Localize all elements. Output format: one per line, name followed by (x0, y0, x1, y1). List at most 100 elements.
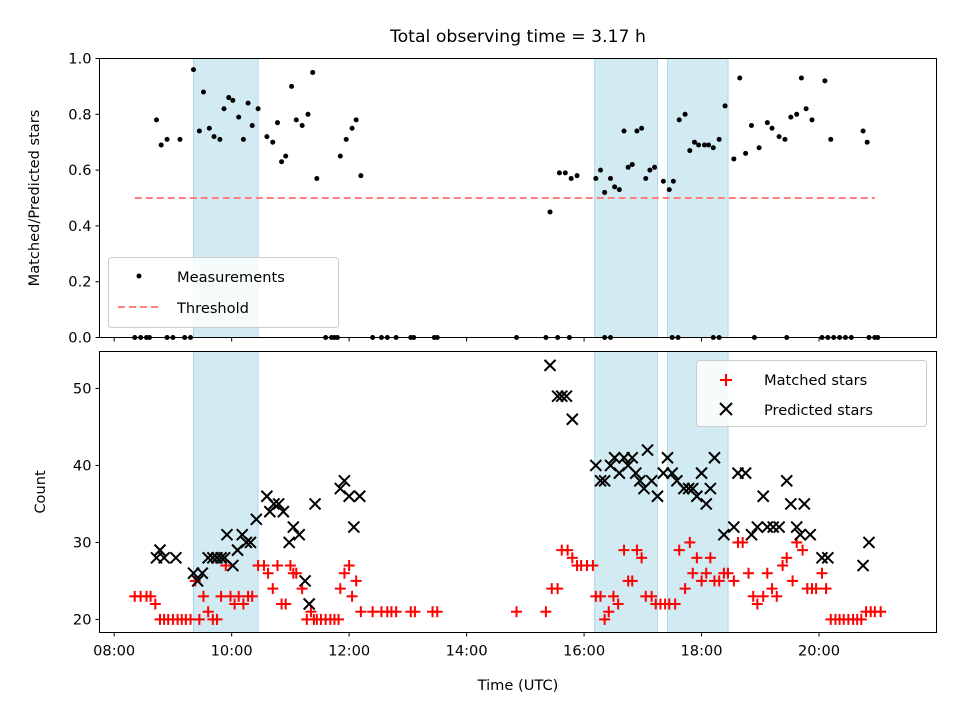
measurement-point (158, 142, 164, 148)
shaded-interval (192, 351, 259, 633)
y-tick-label: 0.8 (68, 106, 91, 123)
matched-star-point (409, 606, 421, 618)
predicted-star-point (543, 359, 557, 372)
measurement-point (598, 167, 604, 173)
predicted-star-point (641, 443, 654, 457)
matched-star-point (766, 583, 778, 595)
matched-star-point (696, 575, 708, 587)
predicted-star-point (798, 497, 811, 511)
measurement-point (289, 83, 295, 89)
x-arm (566, 413, 579, 426)
x-arm (302, 597, 316, 611)
matched-star-point (636, 552, 648, 564)
matched-star-point (797, 544, 809, 556)
bottom-subplot: 20 30 40 50 08:00 10:00 12:00 14:00 16:00 18:00 2… (32, 351, 937, 694)
matched-star-point (562, 544, 574, 556)
measurement-point (666, 187, 672, 193)
legend-measurements-label: Measurements (177, 269, 285, 286)
predicted-star-point (347, 520, 361, 534)
predicted-star-point (751, 520, 764, 534)
y-tick-label: 20 (73, 611, 92, 628)
measurement-point (164, 136, 170, 142)
predicted-star-point (780, 474, 793, 488)
predicted-star-point (240, 536, 253, 549)
x-arm (267, 497, 281, 511)
predicted-star-point (645, 474, 658, 488)
measurement-point (217, 136, 223, 142)
measurement-point (255, 106, 261, 112)
x-arm (201, 551, 215, 565)
matched-star-point (262, 567, 274, 579)
x-arm (169, 551, 183, 565)
predicted-star-point (560, 389, 573, 403)
measurement-point (676, 117, 682, 123)
matched-star-point (781, 552, 793, 564)
matched-star-point (145, 590, 157, 602)
x-arm (708, 451, 721, 464)
predicted-star-point (153, 543, 167, 557)
matched-star-point (599, 613, 611, 625)
x-arm (784, 497, 798, 511)
y-tick-label: 0.2 (68, 274, 91, 291)
measurement-point (283, 153, 289, 159)
x-arm (682, 482, 695, 495)
matched-star-point (684, 536, 696, 548)
matched-star-point (267, 583, 279, 595)
predicted-star-point (651, 490, 664, 503)
matched-star-point (761, 567, 773, 579)
predicted-star-point (727, 520, 741, 534)
predicted-star-point (272, 497, 285, 511)
matched-star-point (691, 552, 703, 564)
y-tick-label: 40 (73, 457, 92, 474)
measurement-point (737, 75, 743, 81)
matched-star-point (233, 590, 245, 602)
measurement-point (643, 175, 649, 181)
predicted-star-point (686, 482, 699, 495)
x-arm (862, 536, 876, 549)
measurement-point (639, 125, 645, 131)
matched-star-point (673, 544, 685, 556)
measurement-point (634, 128, 640, 134)
measurement-point (731, 156, 737, 162)
x-arm (272, 497, 285, 511)
x-arm (187, 567, 200, 580)
measurement-point (230, 97, 236, 103)
predicted-star-point (353, 490, 366, 503)
x-arm (598, 474, 611, 488)
predicted-star-point (633, 474, 647, 488)
x-arm (555, 389, 568, 403)
measurement-point (343, 136, 349, 142)
predicted-star-point (717, 528, 731, 541)
predicted-star-point (677, 482, 691, 495)
matched-star-point (290, 567, 302, 579)
x-arm (739, 466, 752, 480)
measurement-point (798, 75, 804, 81)
top-x-ticks (113, 337, 820, 342)
legend-threshold-label: Threshold (176, 300, 249, 317)
x-arm (157, 551, 171, 565)
matched-star-point (607, 590, 619, 602)
matched-star-point (280, 598, 292, 610)
x-tick-label: 18:00 (681, 643, 723, 660)
measurement-point (196, 128, 202, 134)
matched-star-point (771, 590, 783, 602)
legend-predicted-label: Predicted stars (764, 402, 873, 419)
x-arm (727, 520, 741, 534)
matched-star-point (258, 560, 270, 572)
x-arm (751, 520, 764, 534)
predicted-star-point (244, 536, 257, 549)
measurement-point (782, 136, 788, 142)
measurement-point (264, 134, 270, 140)
matched-star-point (431, 606, 443, 618)
predicted-star-point (815, 551, 829, 565)
legend-measurements-marker (136, 273, 142, 279)
predicted-star-point (704, 482, 717, 495)
measurement-point (743, 150, 749, 156)
measurement-point (788, 114, 794, 120)
x-arm (287, 520, 300, 534)
measurement-point (211, 134, 217, 140)
predicted-star-point (690, 490, 704, 503)
matched-star-point (595, 590, 607, 602)
x-arm (220, 528, 234, 541)
x-arm (236, 528, 249, 541)
